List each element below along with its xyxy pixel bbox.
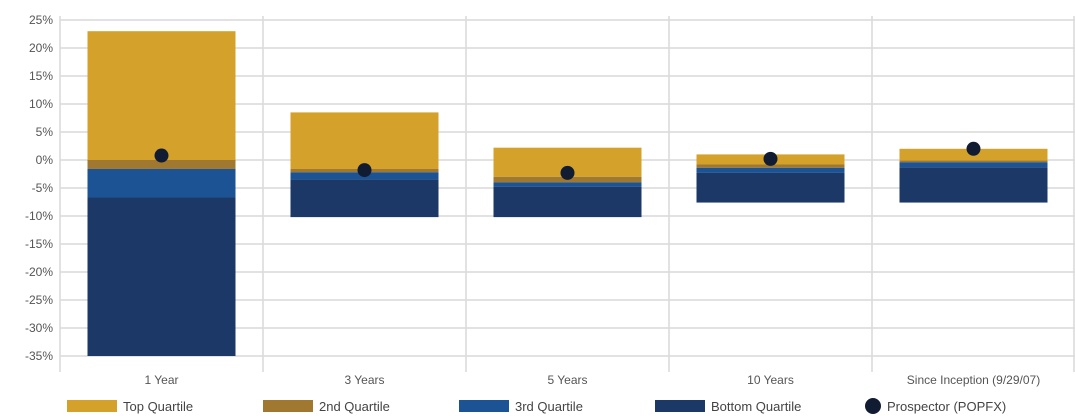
legend-swatch-top-quartile	[67, 400, 117, 412]
bar-top-quartile	[290, 112, 439, 169]
y-tick-label: -20%	[25, 265, 53, 279]
bar-3rd-quartile	[696, 167, 845, 173]
bar-bottom-quartile	[696, 172, 845, 203]
y-tick-label: 10%	[29, 97, 53, 111]
y-tick-label: -15%	[25, 237, 53, 251]
bar-bottom-quartile	[290, 179, 439, 218]
bar-2nd-quartile	[87, 160, 236, 169]
x-category-label: 1 Year	[144, 373, 178, 387]
legend-dot-prospector	[865, 398, 881, 414]
bar-2nd-quartile	[899, 160, 1048, 163]
legend-swatch-bottom-quartile	[655, 400, 705, 412]
y-tick-label: 20%	[29, 41, 53, 55]
bar-3rd-quartile	[87, 168, 236, 198]
chart-legend: Top Quartile 2nd Quartile 3rd Quartile B…	[0, 396, 1075, 416]
legend-swatch-2nd-quartile	[263, 400, 313, 412]
x-category-label: 3 Years	[344, 373, 384, 387]
legend-item-2nd-quartile: 2nd Quartile	[263, 398, 390, 414]
marker-prospector	[763, 151, 778, 166]
y-tick-label: 5%	[36, 125, 54, 139]
legend-label-2nd-quartile: 2nd Quartile	[319, 398, 390, 414]
legend-label-prospector: Prospector (POPFX)	[887, 398, 1007, 414]
bar-3rd-quartile	[899, 162, 1048, 168]
marker-prospector	[154, 148, 169, 163]
y-tick-label: -35%	[25, 349, 53, 363]
y-tick-label: 15%	[29, 69, 53, 83]
x-category-label: Since Inception (9/29/07)	[907, 373, 1040, 387]
legend-item-bottom-quartile: Bottom Quartile	[655, 398, 801, 414]
chart-svg: 25% 20% 15% 10% 5% 0% -5% -10% -15% -20% -25% -30% -…	[25, 13, 1075, 387]
bar-top-quartile	[87, 31, 236, 161]
bar-bottom-quartile	[899, 167, 1048, 203]
bar-2nd-quartile	[696, 164, 845, 168]
y-tick-label: 0%	[36, 153, 54, 167]
y-tick-label: -10%	[25, 209, 53, 223]
legend-swatch-3rd-quartile	[459, 400, 509, 412]
legend-label-3rd-quartile: 3rd Quartile	[515, 398, 583, 414]
bar-3rd-quartile	[493, 182, 642, 187]
x-category-label: 5 Years	[547, 373, 587, 387]
legend-item-prospector: Prospector (POPFX)	[865, 398, 1006, 414]
marker-prospector	[560, 165, 575, 180]
marker-prospector	[357, 163, 372, 178]
legend-label-top-quartile: Top Quartile	[123, 398, 194, 414]
bar-bottom-quartile	[87, 197, 236, 356]
legend-label-bottom-quartile: Bottom Quartile	[711, 398, 802, 414]
legend-item-3rd-quartile: 3rd Quartile	[459, 398, 583, 414]
x-category-label: 10 Years	[747, 373, 794, 387]
marker-prospector	[966, 141, 981, 156]
y-tick-label: -5%	[32, 181, 54, 195]
y-tick-label: -30%	[25, 321, 53, 335]
legend-item-top-quartile: Top Quartile	[67, 398, 193, 414]
y-tick-label: -25%	[25, 293, 53, 307]
bar-bottom-quartile	[493, 186, 642, 218]
y-tick-label: 25%	[29, 13, 53, 27]
